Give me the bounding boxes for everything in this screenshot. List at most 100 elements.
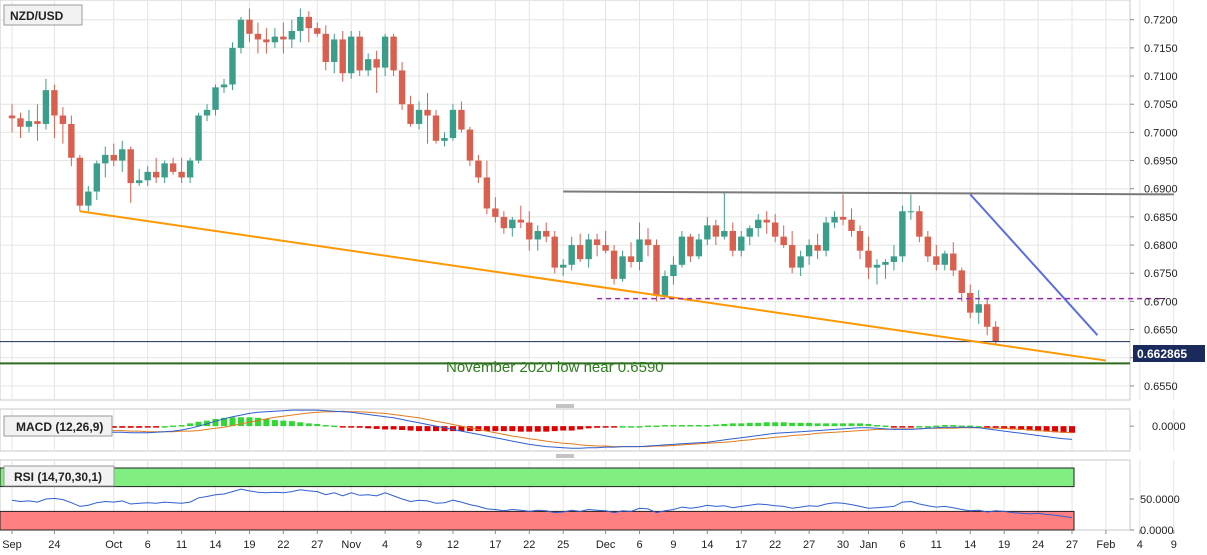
candle (322, 25, 329, 71)
candle-body (560, 264, 567, 268)
macd-histogram-bar (611, 426, 618, 428)
trendline-falling-resistance (969, 193, 1099, 336)
candle-body (636, 239, 643, 262)
candle (85, 185, 92, 212)
candle-body (390, 36, 397, 71)
rsi-tag[interactable]: RSI (14,70,30,1) (3, 465, 115, 487)
candle (763, 211, 770, 234)
macd-histogram-bar (992, 426, 999, 428)
macd-histogram-bar (407, 426, 414, 431)
candle (627, 242, 635, 268)
macd-histogram-bar (237, 417, 244, 427)
pane-resize-handle-macd[interactable] (556, 404, 574, 408)
candle (958, 267, 965, 302)
price-tick-label: 0.7150 (1144, 43, 1178, 55)
macd-histogram-bar (365, 426, 372, 429)
symbol-label: NZD/USD (10, 9, 64, 23)
macd-histogram-bar (178, 425, 185, 427)
macd-histogram-bar (492, 426, 499, 432)
grid-lines (0, 0, 1175, 530)
candle (364, 53, 372, 77)
macd-histogram-bar (857, 423, 863, 427)
time-tick-label: 11 (931, 539, 942, 551)
candle (687, 233, 694, 262)
candle (814, 233, 821, 260)
candle-body (746, 228, 753, 237)
macd-histogram-bar (500, 426, 507, 432)
candle (373, 50, 380, 93)
candle-body (407, 104, 414, 124)
candle-body (186, 160, 194, 178)
candle-body (288, 30, 296, 40)
candle-body (110, 154, 117, 161)
candle-body (704, 225, 711, 240)
candle-body (42, 90, 50, 124)
candle (950, 242, 957, 277)
candle-body (729, 230, 736, 251)
macd-histogram-bar (594, 426, 601, 428)
candle-body (797, 256, 804, 268)
candle-body (59, 115, 67, 124)
macd-histogram-bar (229, 417, 236, 427)
macd-histogram-bar (568, 426, 575, 431)
candle-body (85, 191, 92, 206)
candle-body (339, 39, 346, 74)
time-tick-label: 24 (48, 539, 60, 551)
macd-histogram-bar (823, 423, 830, 427)
candle (678, 230, 686, 268)
candle-body (356, 36, 363, 71)
candle-body (246, 19, 253, 34)
macd-histogram-bar (916, 426, 923, 428)
pane-resize-handle-rsi[interactable] (556, 454, 574, 458)
candle (704, 216, 711, 246)
time-tick-label: 24 (1032, 539, 1044, 551)
macd-histogram-bar (534, 426, 541, 432)
candle (602, 230, 609, 254)
macd-histogram-bar (967, 425, 974, 428)
macd-histogram-bar (941, 425, 948, 427)
time-tick-label: 19 (998, 539, 1010, 551)
macd-histogram-bar (1018, 426, 1025, 430)
candle-body (458, 109, 465, 130)
candle-body (551, 236, 558, 268)
time-tick-label: 25 (557, 539, 569, 551)
candle-body (712, 225, 720, 237)
candle-body (526, 222, 533, 240)
candle-body (619, 256, 626, 279)
symbol-tag[interactable]: NZD/USD (3, 4, 83, 26)
macd-histogram-bar (280, 420, 287, 427)
candle-body (831, 216, 838, 223)
price-tick-label: 0.6550 (1144, 381, 1178, 393)
macd-histogram-bar (314, 423, 321, 427)
candle-body (195, 115, 202, 161)
macd-tag[interactable]: MACD (12,26,9) (3, 415, 113, 437)
candle-body (661, 276, 669, 296)
candle-body (967, 292, 974, 313)
candle-body (958, 270, 965, 293)
candle-body (119, 149, 126, 161)
candle-body (653, 245, 660, 296)
candle (653, 239, 660, 302)
macd-histogram-bar (678, 425, 685, 427)
candle-body (449, 109, 457, 139)
macd-label: MACD (12,26,9) (16, 420, 103, 434)
macd-histogram-bar (441, 426, 448, 432)
macd-histogram-bar (246, 417, 253, 427)
macd-histogram-bar (288, 421, 295, 427)
candle-body (68, 123, 75, 158)
candle-body (848, 219, 855, 231)
candle-body (102, 154, 109, 164)
candle-body (509, 219, 516, 229)
candle-body (627, 256, 635, 262)
macd-histogram-bar (933, 425, 940, 428)
candle (25, 109, 33, 133)
candle (195, 112, 202, 164)
candle (212, 84, 219, 116)
time-tick-label: 22 (769, 539, 781, 551)
candle (822, 216, 830, 257)
macd-histogram-bar (865, 423, 872, 427)
macd-histogram-bar (738, 423, 745, 427)
candle (237, 16, 245, 54)
macd-histogram-bar (721, 423, 728, 427)
candle-body (254, 33, 262, 40)
